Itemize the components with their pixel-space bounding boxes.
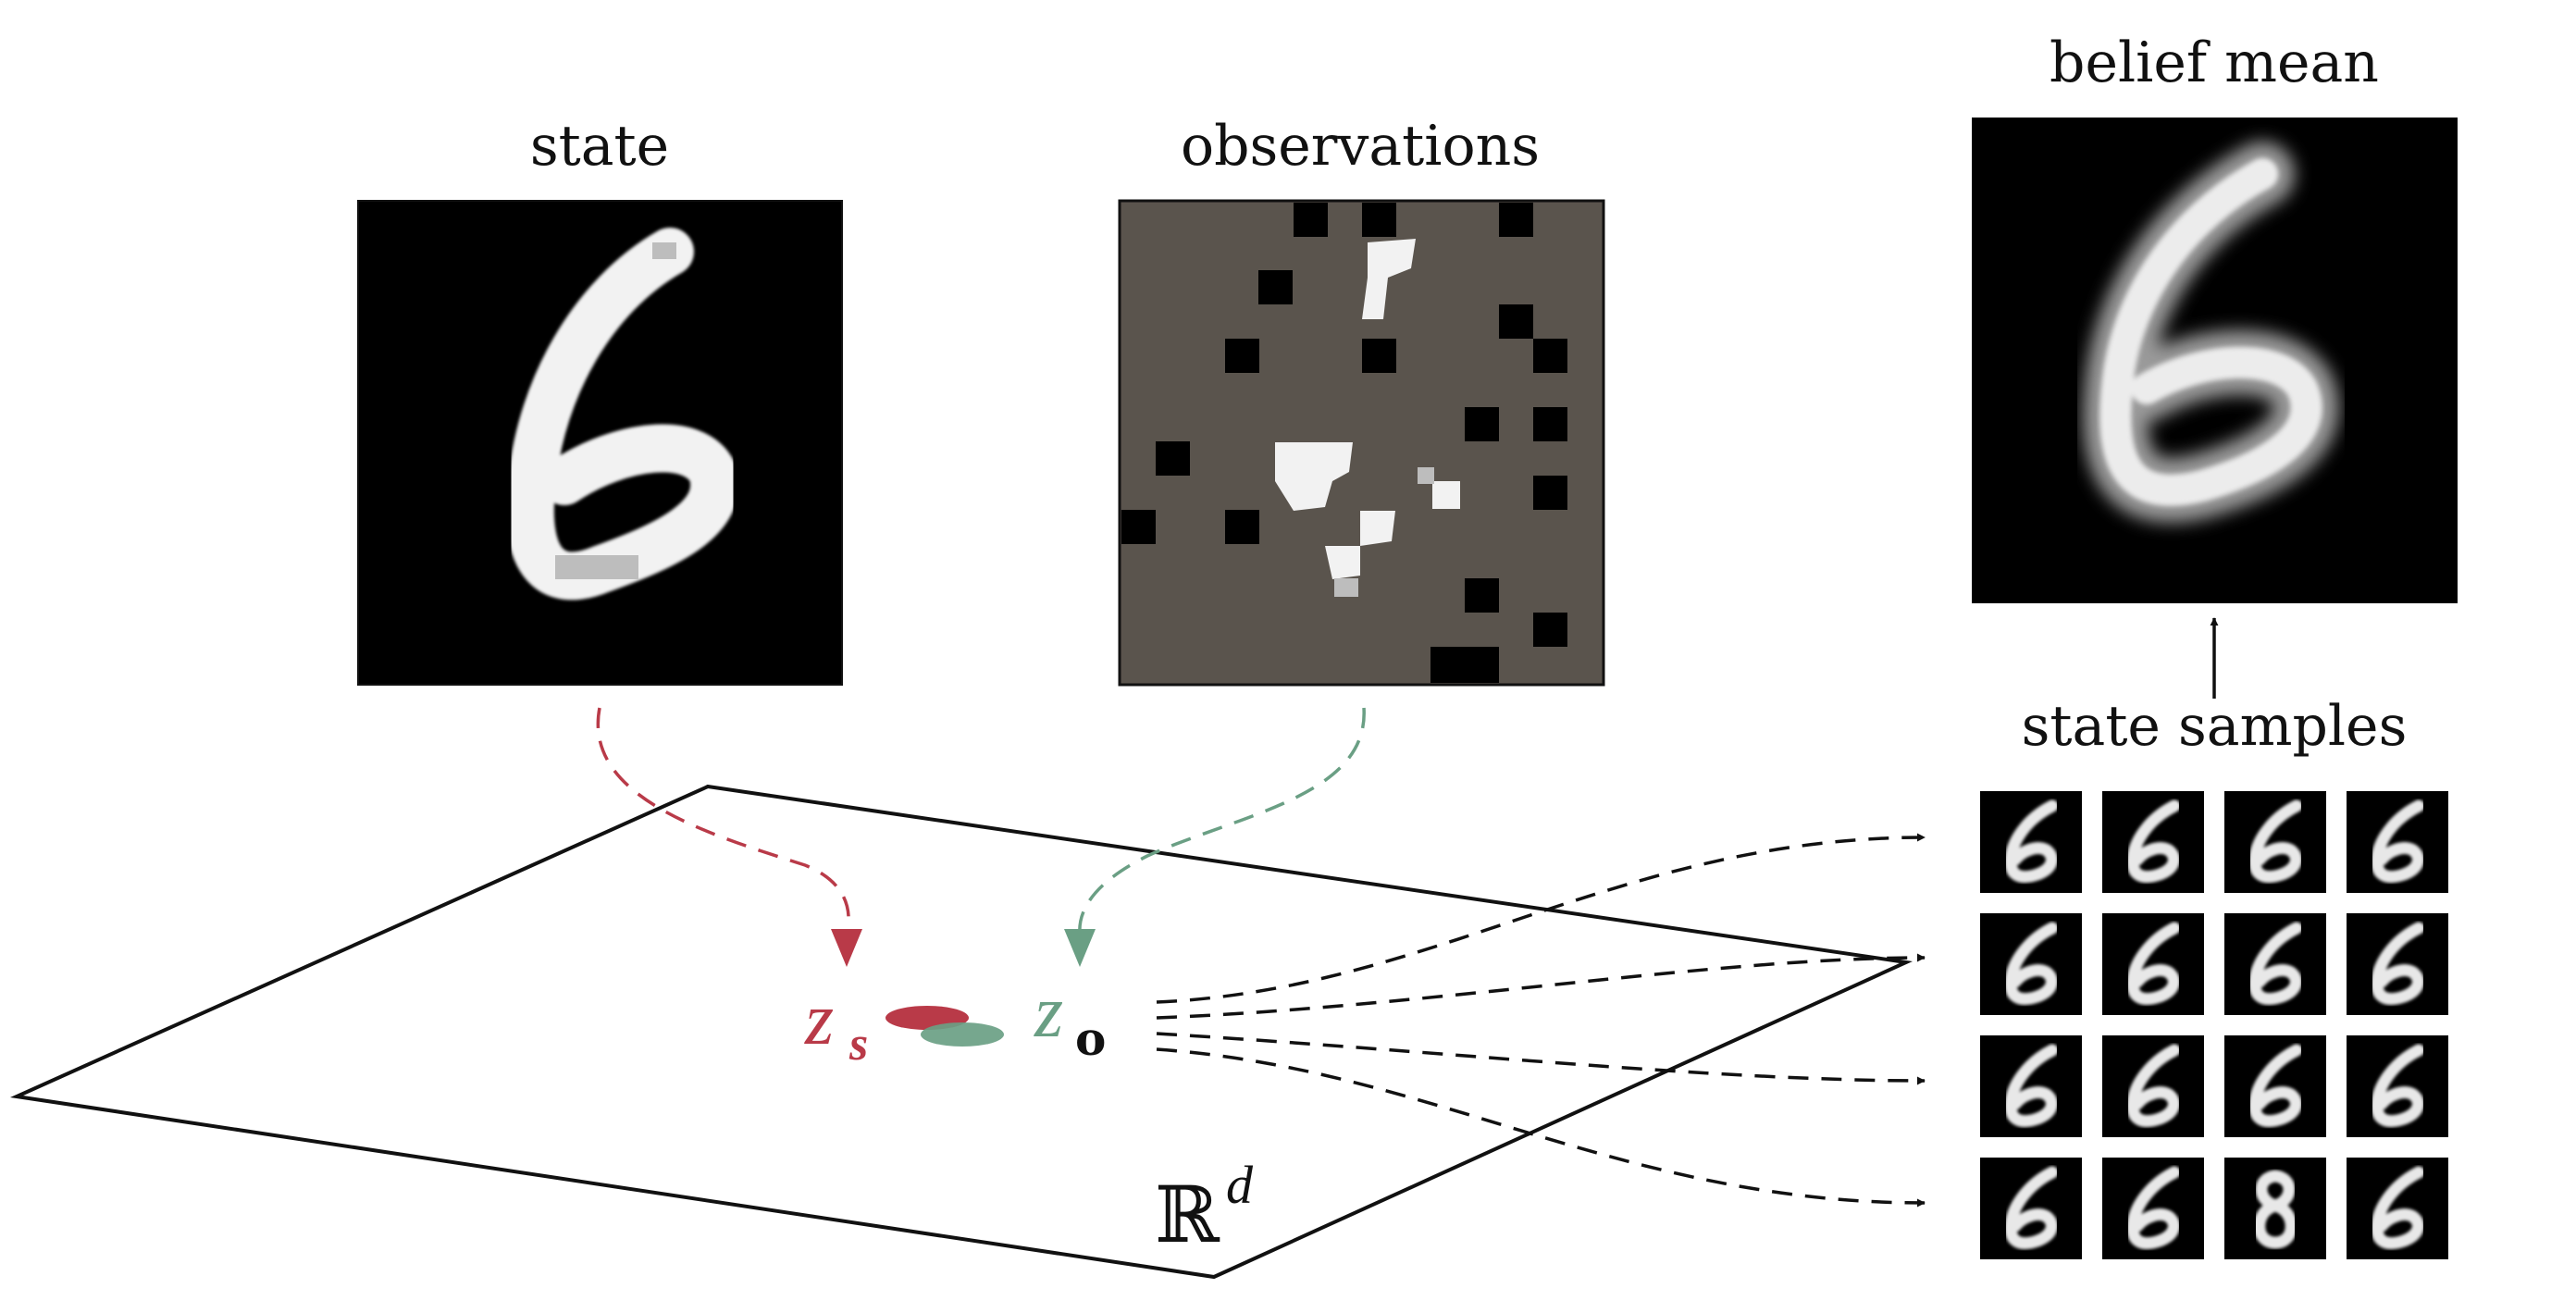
observation-latent-ellipse [921,1022,1004,1047]
state-samples-grid [1980,791,2448,1259]
state-samples-title: state samples [2022,694,2408,759]
decoder-arrow-row-2 [1156,953,1926,1020]
state-sample-4-4 [2347,1158,2448,1259]
state-sample-3-2 [2102,1035,2204,1137]
z-observation-base: z [1034,972,1063,1053]
observations-image [1118,199,1605,687]
state-image [357,200,843,686]
state-sample-2-4 [2347,913,2448,1015]
state-sample-4-3 [2224,1158,2326,1259]
space-symbol: ℝ [1155,1170,1220,1260]
state-sample-1-3 [2224,791,2326,893]
z-state-subscript: s [848,1018,868,1071]
state-title: state [530,114,669,179]
state-sample-3-4 [2347,1035,2448,1137]
state-sample-2-3 [2224,913,2326,1015]
state-sample-2-1 [1980,913,2082,1015]
space-exponent: d [1226,1155,1254,1215]
observation-encoder-arrowhead [1064,929,1096,967]
state-sample-4-2 [2102,1158,2204,1259]
latent-space-label: ℝ d [1155,1155,1254,1260]
z-observation-subscript: o [1075,1011,1106,1066]
state-sample-2-2 [2102,913,2204,1015]
decoder-arrow-row-1 [1156,833,1926,1004]
state-sample-1-1 [1980,791,2082,893]
belief-mean-image [1972,118,2458,603]
decoder-arrow-row-4 [1156,1047,1926,1208]
z-state-label: z s [804,979,868,1071]
state-sample-4-1 [1980,1158,2082,1259]
decoder-arrow-row-3 [1156,1032,1926,1085]
state-encoder-arrow [596,707,850,935]
z-state-base: z [804,979,834,1060]
z-observation-label: z o [1034,972,1106,1066]
state-encoder-arrowhead [831,929,862,967]
state-sample-3-3 [2224,1035,2326,1137]
state-sample-3-1 [1980,1035,2082,1137]
state-sample-1-4 [2347,791,2448,893]
observation-encoder-arrow [1078,707,1366,935]
observations-title: observations [1181,114,1540,179]
latent-plane [9,784,1913,1280]
decoder-arrows [1156,833,1926,1208]
state-sample-1-2 [2102,791,2204,893]
belief-mean-title: belief mean [2050,31,2379,95]
